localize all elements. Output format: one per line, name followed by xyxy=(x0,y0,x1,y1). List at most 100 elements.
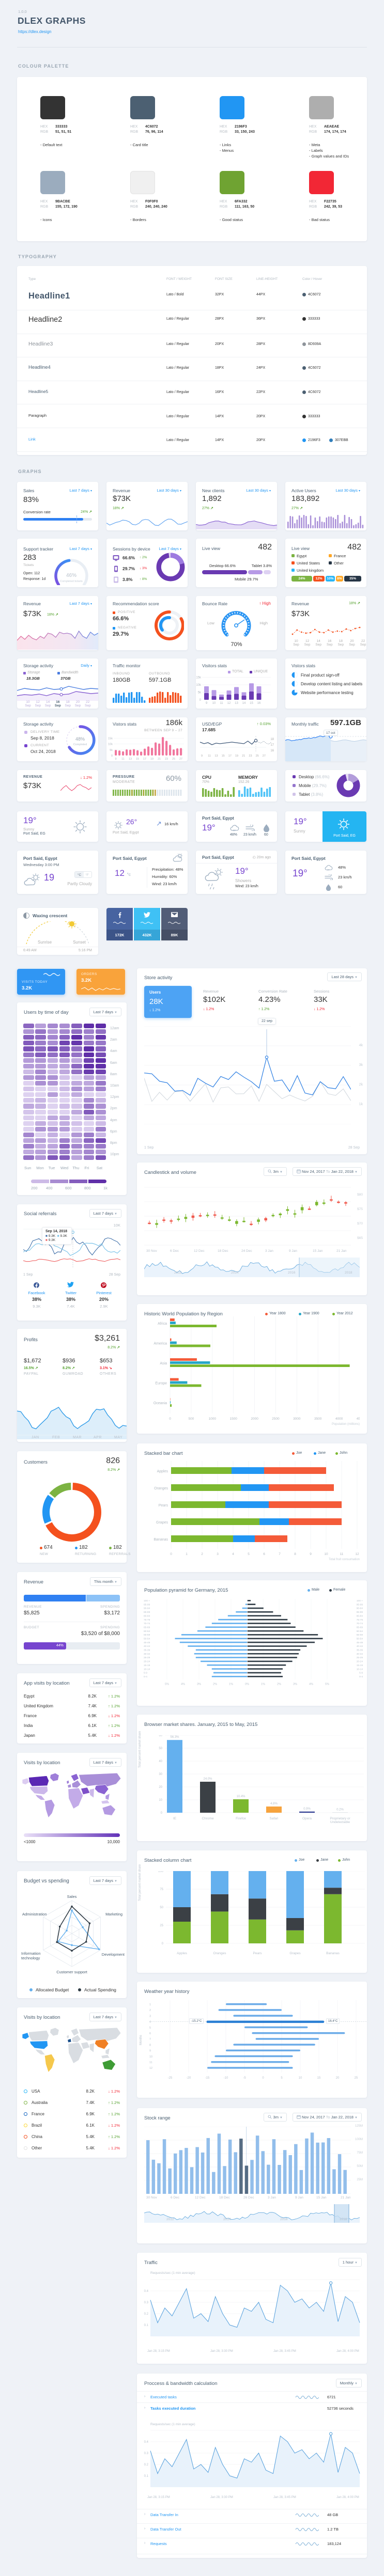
svg-text:90-94: 90-94 xyxy=(144,1607,150,1610)
svg-text:500: 500 xyxy=(188,1417,194,1421)
svg-text:3000: 3000 xyxy=(293,1417,301,1421)
svg-text:30-34: 30-34 xyxy=(357,1653,363,1656)
svg-text:APR: APR xyxy=(94,1436,102,1439)
svg-text:-15: -15 xyxy=(205,2077,210,2080)
svg-text:5: 5 xyxy=(248,1552,250,1556)
svg-text:4.8%: 4.8% xyxy=(270,1802,278,1805)
svg-text:4%: 4% xyxy=(309,1683,313,1686)
svg-text:48%: 48% xyxy=(75,736,85,742)
svg-text:-25: -25 xyxy=(168,2077,173,2080)
svg-text:MAR: MAR xyxy=(73,1436,82,1439)
svg-text:0-4: 0-4 xyxy=(359,1675,363,1678)
svg-text:12: 12 xyxy=(227,702,231,705)
svg-text:10: 10 xyxy=(159,1799,162,1802)
svg-text:60: 60 xyxy=(159,1735,162,1737)
svg-text:Grapes: Grapes xyxy=(156,1521,168,1525)
svg-text:-5: -5 xyxy=(243,2077,246,2080)
svg-text:0: 0 xyxy=(161,1812,163,1815)
svg-text:Oranges: Oranges xyxy=(154,1487,168,1490)
svg-text:0: 0 xyxy=(170,1552,172,1556)
svg-text:0: 0 xyxy=(199,699,202,702)
svg-text:30-34: 30-34 xyxy=(144,1653,150,1656)
svg-text:85-89: 85-89 xyxy=(144,1611,150,1614)
svg-text:5-9: 5-9 xyxy=(144,1672,147,1675)
svg-text:5%: 5% xyxy=(165,1683,169,1686)
svg-text:27: 27 xyxy=(179,758,182,761)
svg-text:15: 15 xyxy=(317,2077,321,2080)
svg-text:50-54: 50-54 xyxy=(144,1638,150,1641)
svg-text:America: America xyxy=(153,1342,167,1346)
svg-text:65-69: 65-69 xyxy=(144,1626,150,1629)
svg-text:Oceania: Oceania xyxy=(153,1402,167,1405)
svg-text:3%: 3% xyxy=(197,1683,201,1686)
svg-text:0%: 0% xyxy=(245,1683,249,1686)
svg-text:15k: 15k xyxy=(196,677,202,680)
svg-text:3%: 3% xyxy=(293,1683,297,1686)
svg-text:13: 13 xyxy=(235,702,238,705)
svg-text:5k: 5k xyxy=(198,692,202,695)
svg-text:1000: 1000 xyxy=(209,1417,217,1421)
svg-text:5%: 5% xyxy=(325,1683,329,1686)
svg-text:0: 0 xyxy=(162,1942,164,1945)
svg-text:4500: 4500 xyxy=(357,1417,360,1421)
svg-text:50-54: 50-54 xyxy=(357,1638,363,1641)
svg-text:30: 30 xyxy=(159,1773,162,1776)
svg-text:95-99: 95-99 xyxy=(357,1603,363,1606)
svg-text:0.3: 0.3 xyxy=(144,2301,149,2304)
svg-text:1%: 1% xyxy=(229,1683,233,1686)
svg-text:19: 19 xyxy=(150,758,153,761)
svg-text:0.2: 0.2 xyxy=(144,2313,149,2316)
svg-text:9: 9 xyxy=(115,758,116,761)
svg-text:10: 10 xyxy=(299,2077,302,2080)
svg-text:2: 2 xyxy=(149,2009,151,2012)
svg-text:11: 11 xyxy=(149,2061,152,2064)
svg-text:14: 14 xyxy=(242,702,246,705)
svg-text:3: 3 xyxy=(149,2015,151,2018)
svg-text:40-44: 40-44 xyxy=(357,1645,363,1648)
svg-text:0.4: 0.4 xyxy=(144,2441,149,2444)
svg-text:25: 25 xyxy=(172,758,175,761)
svg-text:Completed: Completed xyxy=(73,743,87,746)
svg-text:0: 0 xyxy=(111,755,113,758)
svg-text:80-84: 80-84 xyxy=(144,1614,150,1617)
svg-text:60-64: 60-64 xyxy=(357,1630,363,1633)
svg-text:16: 16 xyxy=(257,702,261,705)
svg-text:0.3: 0.3 xyxy=(144,2452,149,2455)
svg-text:46%: 46% xyxy=(66,573,76,578)
svg-text:5: 5 xyxy=(149,2027,151,2030)
svg-text:Asia: Asia xyxy=(160,1362,167,1365)
svg-text:25: 25 xyxy=(160,1924,163,1927)
svg-text:11: 11 xyxy=(220,702,223,705)
svg-text:4: 4 xyxy=(232,1552,234,1556)
svg-text:20: 20 xyxy=(336,2077,340,2080)
svg-text:9: 9 xyxy=(149,2050,151,2053)
svg-text:10-14: 10-14 xyxy=(144,1668,150,1671)
svg-text:60-64: 60-64 xyxy=(144,1630,150,1633)
svg-text:100 +: 100 + xyxy=(144,1599,150,1603)
svg-text:10: 10 xyxy=(212,702,216,705)
svg-text:0.9%: 0.9% xyxy=(303,1808,311,1811)
svg-text:55-59: 55-59 xyxy=(357,1633,363,1637)
svg-text:0.2: 0.2 xyxy=(144,2463,149,2467)
svg-text:2: 2 xyxy=(201,1552,203,1556)
svg-text:45-49: 45-49 xyxy=(357,1641,363,1644)
svg-text:6: 6 xyxy=(263,1552,265,1556)
svg-text:FEB: FEB xyxy=(52,1436,60,1439)
svg-text:1: 1 xyxy=(149,2003,151,2006)
svg-text:10: 10 xyxy=(324,1552,328,1556)
svg-text:8: 8 xyxy=(149,2044,151,2047)
svg-text:70-74: 70-74 xyxy=(357,1622,363,1625)
svg-text:65-69: 65-69 xyxy=(357,1626,363,1629)
svg-text:20-24: 20-24 xyxy=(144,1660,150,1663)
svg-text:0.2%: 0.2% xyxy=(336,1809,344,1812)
svg-text:10.4%: 10.4% xyxy=(236,1795,245,1798)
svg-text:15: 15 xyxy=(136,758,139,761)
svg-text:2%: 2% xyxy=(277,1683,281,1686)
svg-text:12: 12 xyxy=(355,1552,359,1556)
svg-text:25-29: 25-29 xyxy=(357,1656,363,1659)
svg-text:15k: 15k xyxy=(108,737,113,740)
svg-text:11: 11 xyxy=(340,1552,344,1556)
svg-text:1500: 1500 xyxy=(229,1417,237,1421)
svg-text:75-79: 75-79 xyxy=(357,1619,363,1622)
svg-text:4: 4 xyxy=(149,2021,151,2024)
